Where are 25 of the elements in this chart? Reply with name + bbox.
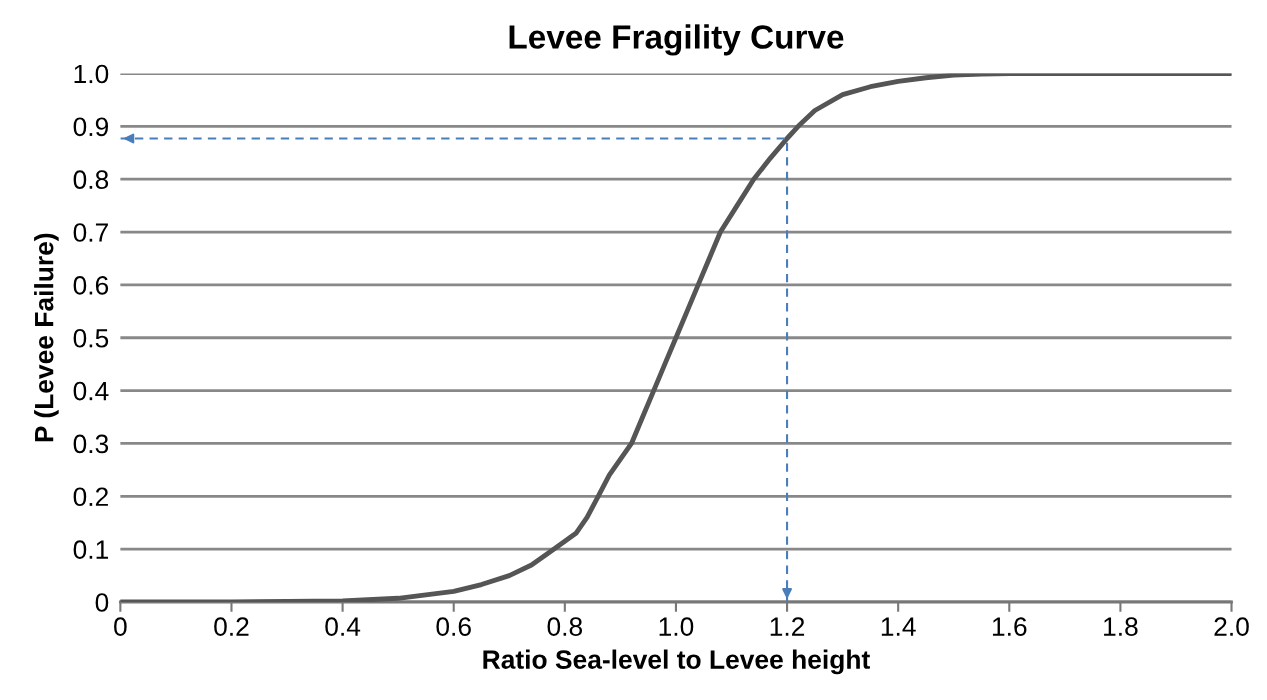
y-tick-label: 0.4	[73, 381, 109, 401]
chart-title: Levee Fragility Curve	[509, 24, 844, 56]
y-tick-label: 0.5	[73, 328, 109, 348]
y-tick-label: 0.3	[73, 434, 109, 454]
y-tick-label: 0.2	[73, 487, 108, 507]
y-tick-label: 0.9	[73, 117, 109, 137]
x-tick-label: 2.0	[1214, 617, 1249, 636]
y-tick-label: 0.8	[73, 170, 109, 190]
y-tick-label: 1.0	[74, 64, 109, 84]
x-tick-label: 0.8	[547, 617, 583, 636]
x-tick-label: 0.6	[436, 617, 471, 636]
x-tick-label: 1.2	[770, 617, 805, 636]
y-tick-label: 0.6	[73, 276, 109, 295]
x-tick-label: 0	[114, 617, 127, 636]
y-tick-label: 0.7	[73, 223, 108, 242]
x-tick-label: 0.4	[325, 617, 361, 636]
x-tick-label: 0.2	[214, 617, 249, 636]
x-tick-label: 1.4	[881, 617, 916, 636]
y-tick-label: 0	[95, 593, 109, 612]
y-axis-title: P (Levee Failure)	[34, 233, 59, 442]
x-tick-label: 1.0	[659, 617, 694, 636]
x-tick-label: 1.6	[992, 617, 1027, 636]
x-axis-title: Ratio Sea-level to Levee height	[483, 649, 870, 675]
x-tick-label: 1.8	[1104, 617, 1138, 636]
y-tick-label: 0.1	[73, 540, 108, 559]
